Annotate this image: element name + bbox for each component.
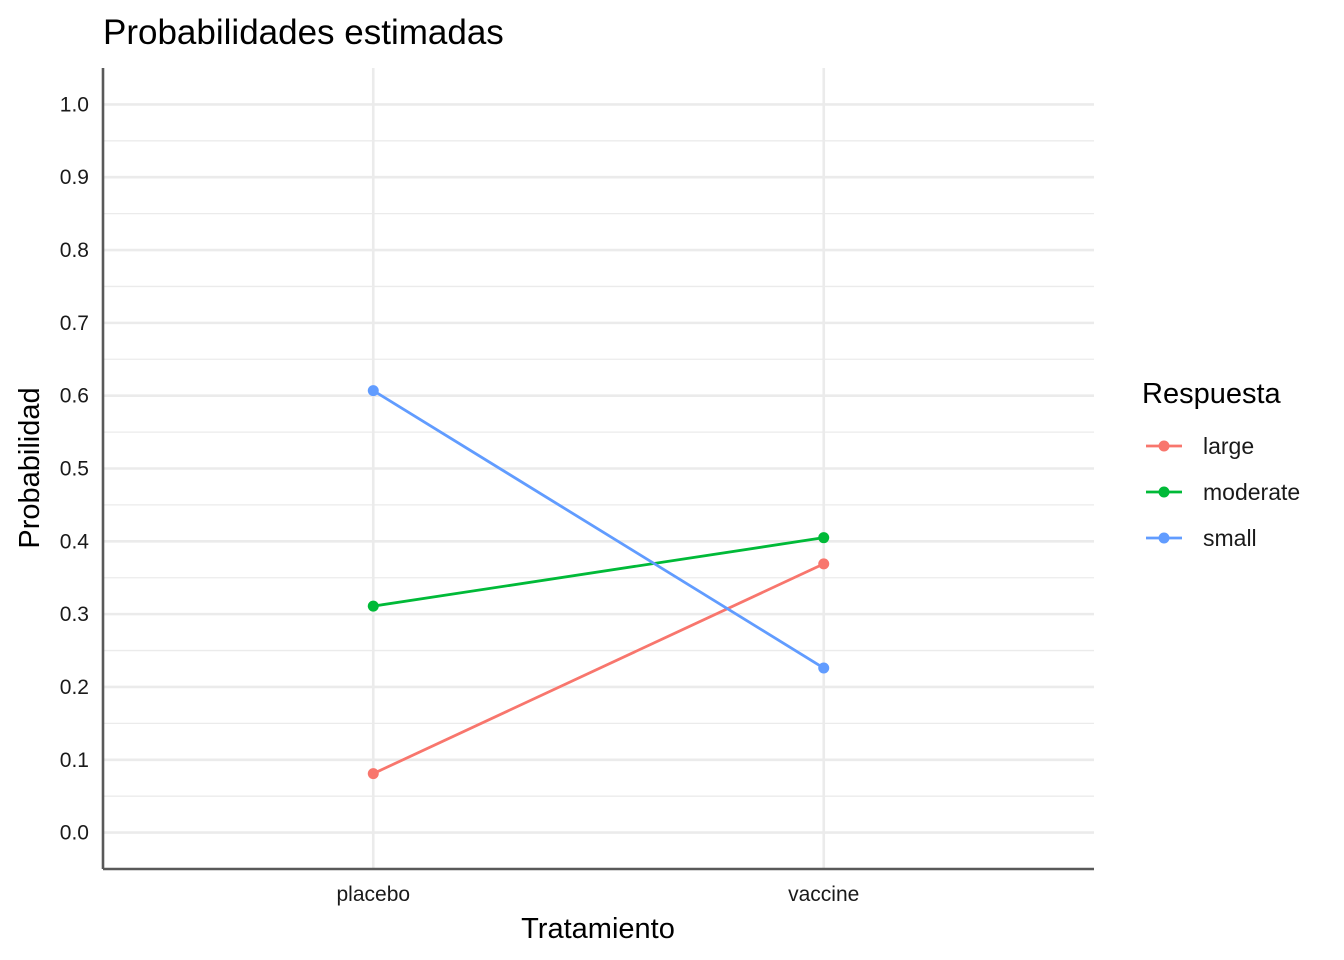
data-point-small — [367, 385, 379, 397]
y-tick-label: 0.4 — [60, 530, 90, 553]
y-tick-label: 0.0 — [60, 822, 89, 845]
data-point-large — [818, 558, 830, 570]
y-tick-label: 0.1 — [60, 749, 89, 772]
legend: Respuesta large moderate small — [1142, 378, 1300, 551]
legend-label: small — [1203, 525, 1257, 551]
data-point-moderate — [367, 600, 379, 612]
series-small — [367, 385, 830, 674]
y-tick-label: 0.6 — [60, 385, 89, 408]
series-moderate — [367, 532, 830, 612]
grid — [103, 68, 1094, 869]
data-point-small — [818, 662, 830, 674]
chart-title: Probabilidades estimadas — [103, 13, 504, 52]
x-tick-label: placebo — [336, 883, 410, 906]
x-tick-label: vaccine — [788, 883, 859, 906]
y-tick-label: 0.5 — [60, 458, 89, 481]
legend-item-small: small — [1146, 525, 1257, 551]
y-axis-title: Probabilidad — [14, 387, 46, 548]
legend-key-point — [1158, 440, 1170, 452]
y-tick-labels: 0.0 0.1 0.2 0.3 0.4 0.5 0.6 0.7 0.8 0.9 1.0 — [60, 93, 90, 844]
y-tick-label: 0.3 — [60, 603, 89, 626]
y-tick-label: 0.9 — [60, 166, 89, 189]
series — [367, 385, 830, 780]
legend-items: large moderate small — [1146, 433, 1300, 551]
x-axis-title: Tratamiento — [521, 913, 675, 945]
series-line-small — [372, 389, 825, 670]
legend-item-moderate: moderate — [1146, 479, 1300, 505]
legend-title: Respuesta — [1142, 378, 1282, 410]
y-tick-label: 1.0 — [60, 93, 89, 116]
series-line-large — [372, 562, 825, 775]
x-tick-labels: placebo vaccine — [336, 883, 859, 906]
series-large — [367, 558, 830, 780]
axes — [101, 68, 1094, 871]
legend-key-point — [1158, 532, 1170, 544]
legend-label: moderate — [1203, 479, 1300, 505]
series-line-moderate — [373, 536, 824, 608]
data-point-moderate — [818, 532, 830, 544]
y-tick-label: 0.7 — [60, 312, 89, 335]
y-tick-label: 0.8 — [60, 239, 89, 262]
legend-label: large — [1203, 433, 1254, 459]
legend-item-large: large — [1146, 433, 1254, 459]
y-tick-label: 0.2 — [60, 676, 89, 699]
legend-key-point — [1158, 486, 1170, 498]
data-point-large — [367, 768, 379, 780]
